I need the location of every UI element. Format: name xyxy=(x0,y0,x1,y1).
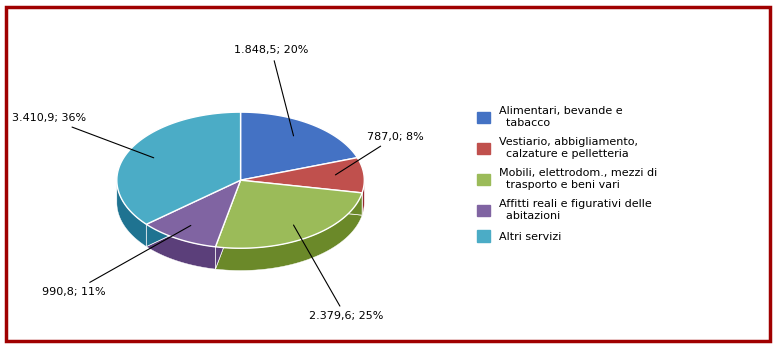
Polygon shape xyxy=(241,180,362,215)
Polygon shape xyxy=(241,112,357,180)
Text: 2.379,6; 25%: 2.379,6; 25% xyxy=(293,225,383,321)
Polygon shape xyxy=(241,158,364,193)
Polygon shape xyxy=(216,180,362,248)
Polygon shape xyxy=(362,181,364,215)
Polygon shape xyxy=(216,193,362,270)
Polygon shape xyxy=(241,180,362,215)
Text: 787,0; 8%: 787,0; 8% xyxy=(335,132,424,175)
Polygon shape xyxy=(216,180,241,269)
Polygon shape xyxy=(216,180,241,269)
Legend: Alimentari, bevande e
  tabacco, Vestiario, abbigliamento,
  calzature e pellett: Alimentari, bevande e tabacco, Vestiario… xyxy=(471,101,663,247)
Polygon shape xyxy=(117,112,241,224)
Text: 990,8; 11%: 990,8; 11% xyxy=(42,226,191,296)
Text: 1.848,5; 20%: 1.848,5; 20% xyxy=(234,45,309,136)
Polygon shape xyxy=(147,180,241,247)
Polygon shape xyxy=(147,180,241,247)
Polygon shape xyxy=(147,180,241,247)
Polygon shape xyxy=(117,181,147,247)
Text: 3.410,9; 36%: 3.410,9; 36% xyxy=(12,113,154,158)
Polygon shape xyxy=(147,224,216,269)
